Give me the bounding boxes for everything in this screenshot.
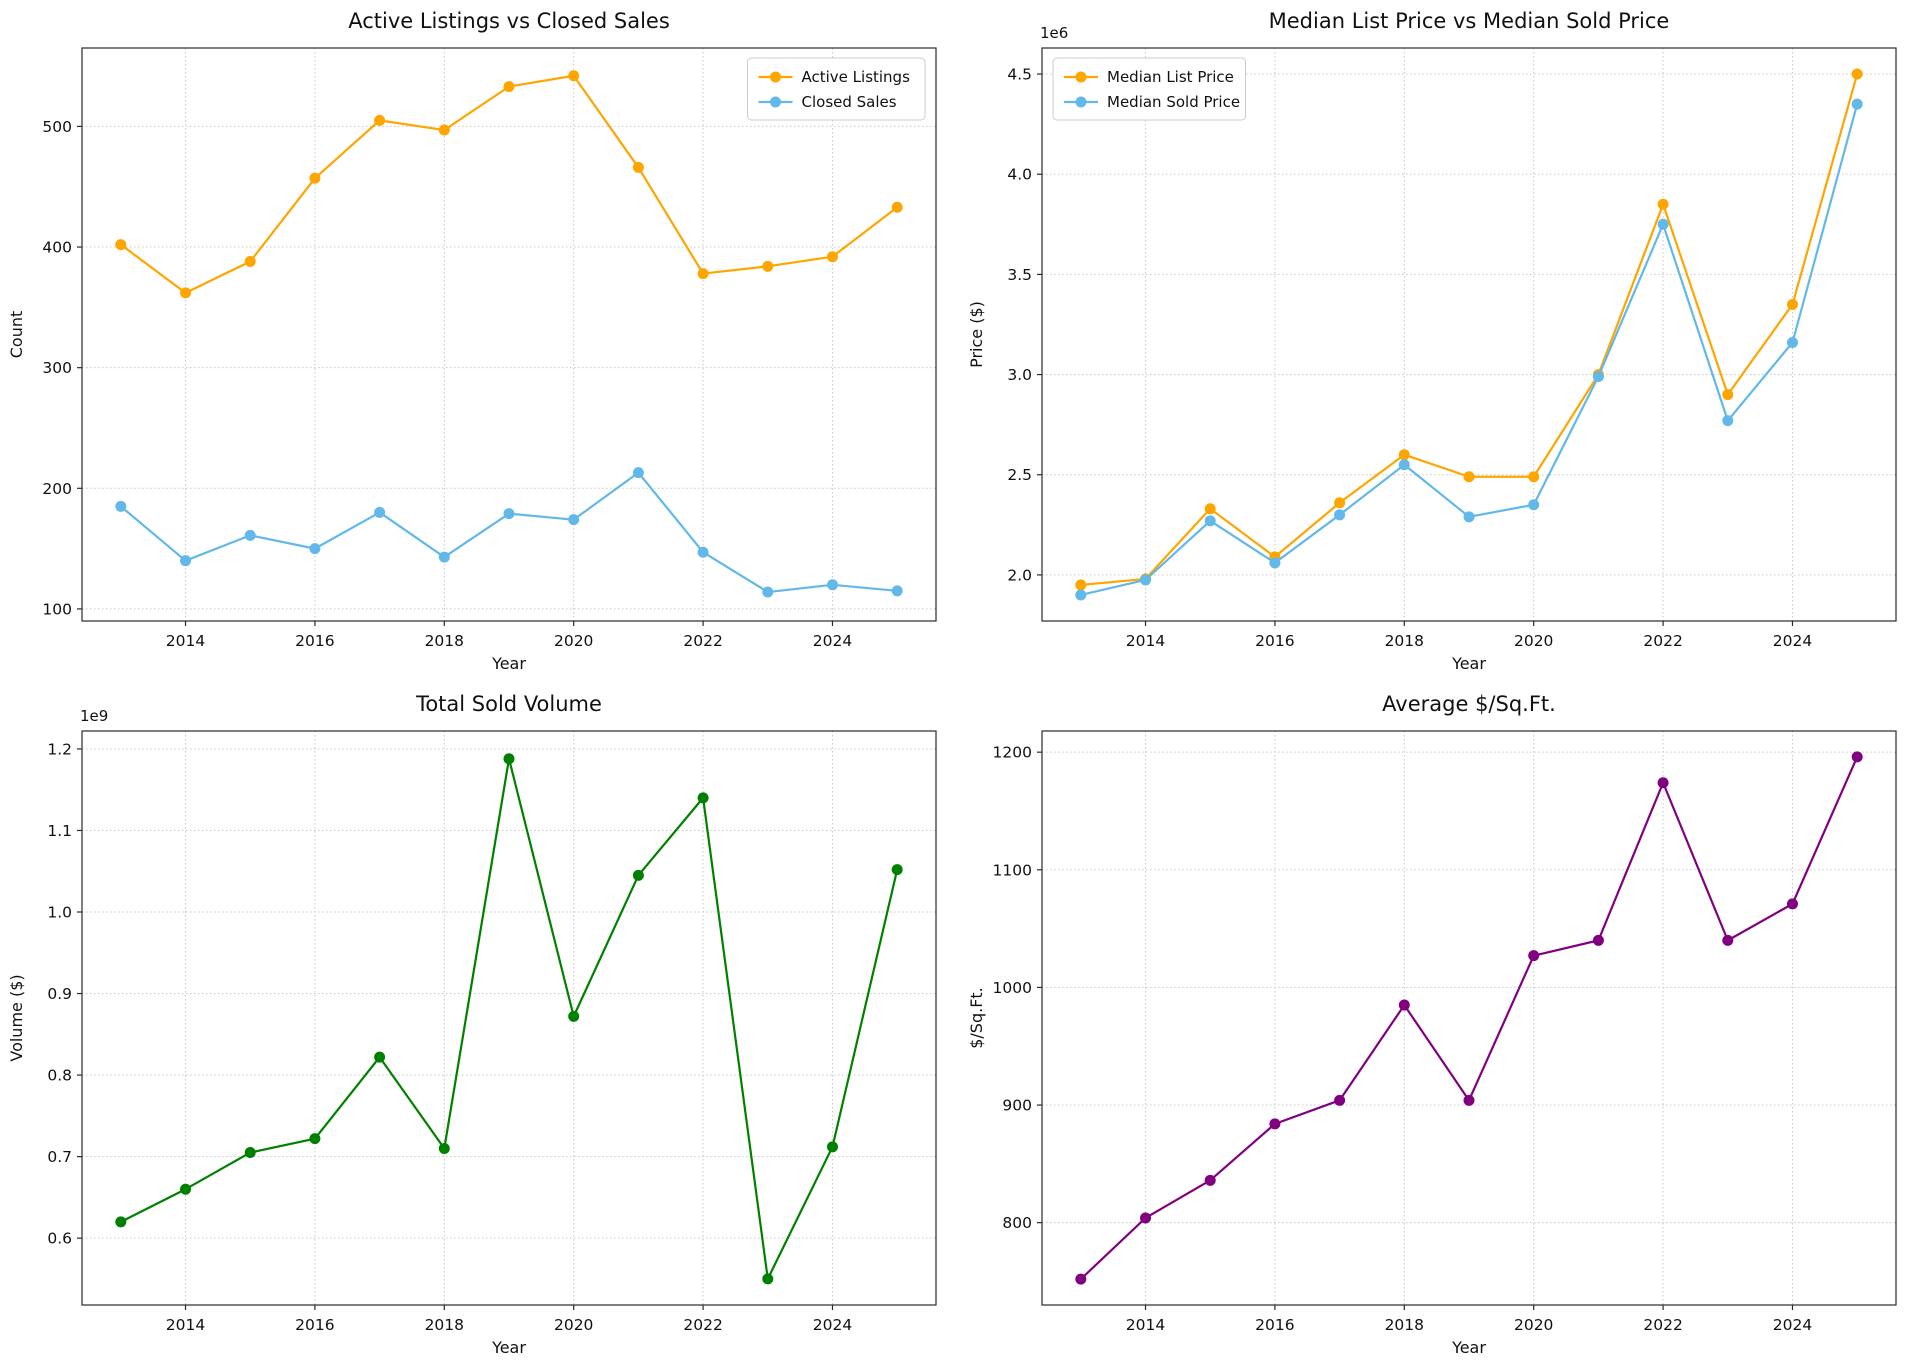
svg-text:2016: 2016 <box>1255 632 1294 650</box>
svg-text:2022: 2022 <box>1643 632 1682 650</box>
svg-text:Total Sold Volume: Total Sold Volume <box>415 692 602 716</box>
svg-text:0.8: 0.8 <box>47 1067 72 1085</box>
svg-text:3.5: 3.5 <box>1007 266 1032 284</box>
svg-text:0.9: 0.9 <box>47 985 72 1003</box>
svg-text:2014: 2014 <box>166 632 205 650</box>
svg-text:2018: 2018 <box>425 1316 464 1334</box>
svg-text:2022: 2022 <box>1643 1316 1682 1334</box>
svg-text:2.0: 2.0 <box>1007 566 1032 584</box>
svg-text:900: 900 <box>1002 1097 1032 1115</box>
svg-text:2014: 2014 <box>1126 1316 1165 1334</box>
svg-text:Median List Price: Median List Price <box>1107 68 1234 86</box>
svg-text:1.1: 1.1 <box>47 822 72 840</box>
svg-text:2.5: 2.5 <box>1007 466 1032 484</box>
svg-text:Active Listings vs Closed Sale: Active Listings vs Closed Sales <box>348 9 670 33</box>
svg-text:$/Sq.Ft.: $/Sq.Ft. <box>967 987 986 1049</box>
svg-text:4.0: 4.0 <box>1007 166 1032 184</box>
svg-text:Active Listings: Active Listings <box>802 68 911 86</box>
svg-text:2024: 2024 <box>813 1316 852 1334</box>
svg-text:0.7: 0.7 <box>47 1148 72 1166</box>
svg-text:200: 200 <box>42 480 72 498</box>
svg-text:Year: Year <box>1451 654 1486 673</box>
svg-text:2016: 2016 <box>295 632 334 650</box>
svg-text:Count: Count <box>7 311 26 359</box>
svg-text:2018: 2018 <box>425 632 464 650</box>
svg-text:100: 100 <box>42 600 72 618</box>
svg-text:1.0: 1.0 <box>47 904 72 922</box>
svg-text:2014: 2014 <box>166 1316 205 1334</box>
svg-text:2020: 2020 <box>554 1316 593 1334</box>
svg-text:2022: 2022 <box>683 1316 722 1334</box>
svg-text:0.6: 0.6 <box>47 1230 72 1248</box>
chart-average-price-per-sqft: 2014 2016 2018 2020 2022 2024 800 900 1000 1100 12… <box>967 692 1897 1357</box>
svg-text:Price ($): Price ($) <box>967 301 986 368</box>
svg-text:2018: 2018 <box>1385 1316 1424 1334</box>
svg-text:2016: 2016 <box>295 1316 334 1334</box>
svg-text:2024: 2024 <box>1773 632 1812 650</box>
svg-text:2018: 2018 <box>1385 632 1424 650</box>
chart-total-sold-volume: 2014 2016 2018 2020 2022 2024 0.6 0.7 0.8 0.9 1.0 1… <box>7 692 937 1357</box>
svg-text:4.5: 4.5 <box>1007 66 1032 84</box>
svg-text:2024: 2024 <box>1773 1316 1812 1334</box>
chart-median-list-vs-median-sold-price: 2014 2016 2018 2020 2022 2024 2.0 2.5 3.0 3.5 4.0 4… <box>967 9 1897 673</box>
svg-text:Median Sold Price: Median Sold Price <box>1107 93 1240 111</box>
svg-text:1.2: 1.2 <box>47 740 72 758</box>
svg-text:3.0: 3.0 <box>1007 366 1032 384</box>
chart-active-listings-vs-closed-sales: 2014 2016 2018 2020 2022 2024 100 200 300 400 500 A… <box>7 9 937 673</box>
svg-text:2016: 2016 <box>1255 1316 1294 1334</box>
svg-text:2022: 2022 <box>683 632 722 650</box>
svg-text:1e6: 1e6 <box>1040 24 1068 42</box>
svg-text:500: 500 <box>42 118 72 136</box>
svg-text:2020: 2020 <box>554 632 593 650</box>
svg-text:Year: Year <box>491 654 526 673</box>
svg-text:Average $/Sq.Ft.: Average $/Sq.Ft. <box>1382 692 1556 716</box>
svg-text:800: 800 <box>1002 1214 1032 1232</box>
svg-text:2014: 2014 <box>1126 632 1165 650</box>
svg-text:1100: 1100 <box>993 861 1032 879</box>
svg-text:2020: 2020 <box>1514 632 1553 650</box>
svg-text:1e9: 1e9 <box>80 707 108 725</box>
svg-text:2024: 2024 <box>813 632 852 650</box>
svg-text:Year: Year <box>491 1338 526 1357</box>
svg-text:300: 300 <box>42 359 72 377</box>
svg-text:1000: 1000 <box>993 979 1032 997</box>
svg-text:Year: Year <box>1451 1338 1486 1357</box>
svg-text:1200: 1200 <box>993 744 1032 762</box>
svg-text:Volume ($): Volume ($) <box>7 974 26 1061</box>
svg-text:2020: 2020 <box>1514 1316 1553 1334</box>
svg-text:Closed Sales: Closed Sales <box>802 93 897 111</box>
svg-text:400: 400 <box>42 239 72 257</box>
svg-text:Median List Price vs Median So: Median List Price vs Median Sold Price <box>1269 9 1670 33</box>
